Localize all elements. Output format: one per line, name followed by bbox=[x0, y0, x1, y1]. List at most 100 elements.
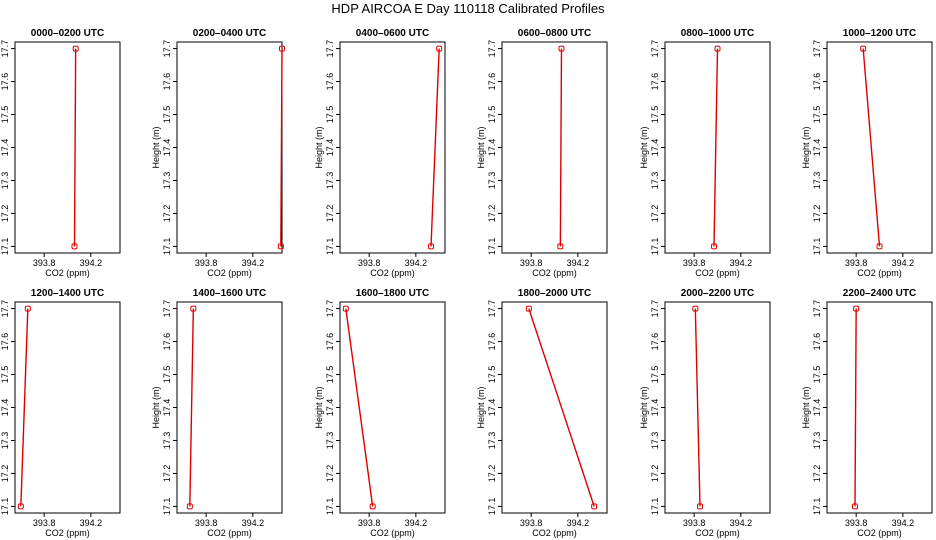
y-tick-label: 17.3 bbox=[162, 432, 172, 450]
profile-line bbox=[189, 308, 195, 507]
y-tick-label: 17.5 bbox=[162, 106, 172, 124]
profile-panel: 1400–1600 UTC 17.1 17.2 17.3 17.4 17.5 17.6 17.… bbox=[151, 288, 283, 538]
y-tick-label: 17.1 bbox=[325, 498, 335, 516]
x-tick-label: 394.2 bbox=[405, 518, 428, 528]
data-point bbox=[279, 45, 285, 52]
x-axis-label: CO2 (ppm) bbox=[370, 528, 415, 538]
x-tick-label: 394.2 bbox=[730, 258, 753, 268]
data-point bbox=[342, 305, 349, 312]
y-tick-label: 17.6 bbox=[162, 333, 172, 351]
y-tick-label: 17.5 bbox=[487, 366, 497, 384]
profile-panel: 2000–2200 UTC 17.1 17.2 17.3 17.4 17.5 17.6 17.… bbox=[639, 288, 771, 538]
profile-panel: 0000–0200 UTC 17.1 17.2 17.3 17.4 17.5 17.6 17.… bbox=[0, 28, 121, 278]
x-tick-label: 394.2 bbox=[730, 518, 753, 528]
y-axis-label: Height (m) bbox=[801, 386, 811, 428]
panel-title: 2200–2400 UTC bbox=[843, 288, 916, 299]
y-tick-label: 17.2 bbox=[487, 205, 497, 223]
panel-title: 1400–1600 UTC bbox=[193, 288, 266, 299]
x-axis-label: CO2 (ppm) bbox=[857, 528, 902, 538]
y-tick-label: 17.2 bbox=[325, 465, 335, 483]
y-tick-label: 17.7 bbox=[325, 300, 335, 318]
x-axis-label: CO2 (ppm) bbox=[45, 528, 90, 538]
y-tick-label: 17.2 bbox=[162, 465, 172, 483]
y-tick-label: 17.6 bbox=[650, 333, 660, 351]
y-tick-label: 17.3 bbox=[325, 172, 335, 190]
y-axis-label: Height (m) bbox=[639, 386, 649, 428]
data-point bbox=[558, 45, 565, 52]
y-tick-label: 17.5 bbox=[650, 366, 660, 384]
data-point bbox=[72, 45, 79, 52]
x-tick-label: 394.2 bbox=[567, 518, 590, 528]
y-tick-label: 17.1 bbox=[325, 238, 335, 256]
plot-frame bbox=[339, 41, 446, 254]
y-tick-label: 17.5 bbox=[812, 366, 822, 384]
profile-line bbox=[854, 308, 857, 507]
y-tick-label: 17.7 bbox=[812, 40, 822, 58]
panel-title: 0600–0800 UTC bbox=[518, 28, 591, 39]
plot-frame bbox=[826, 41, 933, 254]
y-tick-label: 17.6 bbox=[0, 333, 10, 351]
plot-frame bbox=[664, 301, 771, 514]
plot-frame bbox=[339, 301, 446, 514]
profile-panel: 1600–1800 UTC 17.1 17.2 17.3 17.4 17.5 17.6 17.… bbox=[314, 288, 446, 538]
x-tick-label: 393.8 bbox=[195, 258, 218, 268]
y-tick-label: 17.6 bbox=[162, 73, 172, 91]
x-tick-label: 393.8 bbox=[845, 258, 868, 268]
profile-line bbox=[713, 48, 719, 247]
profile-panel: 1200–1400 UTC 17.1 17.2 17.3 17.4 17.5 17.6 17.… bbox=[0, 288, 121, 538]
y-tick-label: 17.6 bbox=[325, 333, 335, 351]
profile-line bbox=[280, 48, 283, 247]
y-tick-label: 17.4 bbox=[812, 399, 822, 417]
y-tick-label: 17.3 bbox=[812, 432, 822, 450]
y-axis-label: Height (m) bbox=[151, 126, 161, 168]
data-point bbox=[860, 45, 867, 52]
y-tick-label: 17.7 bbox=[650, 300, 660, 318]
y-tick-label: 17.4 bbox=[162, 399, 172, 417]
y-tick-label: 17.1 bbox=[487, 498, 497, 516]
panel-title: 1800–2000 UTC bbox=[518, 288, 591, 299]
y-tick-label: 17.4 bbox=[0, 139, 10, 157]
y-tick-label: 17.3 bbox=[0, 432, 10, 450]
data-point bbox=[24, 305, 31, 312]
y-tick-label: 17.6 bbox=[812, 333, 822, 351]
y-tick-label: 17.2 bbox=[0, 205, 10, 223]
y-tick-label: 17.1 bbox=[0, 498, 10, 516]
data-point bbox=[852, 503, 858, 510]
panel-title: 1600–1800 UTC bbox=[356, 288, 429, 299]
data-point bbox=[17, 503, 24, 510]
y-tick-label: 17.3 bbox=[812, 172, 822, 190]
data-point bbox=[525, 305, 532, 312]
y-tick-label: 17.7 bbox=[812, 300, 822, 318]
x-axis-label: CO2 (ppm) bbox=[207, 268, 252, 278]
y-tick-label: 17.2 bbox=[0, 465, 10, 483]
y-tick-label: 17.5 bbox=[487, 106, 497, 124]
panel-title: 1200–1400 UTC bbox=[31, 288, 104, 299]
data-point bbox=[853, 305, 860, 312]
y-tick-label: 17.7 bbox=[162, 40, 172, 58]
y-tick-label: 17.2 bbox=[812, 465, 822, 483]
profile-line bbox=[20, 308, 29, 507]
x-axis-label: CO2 (ppm) bbox=[532, 268, 577, 278]
x-tick-label: 393.8 bbox=[520, 258, 543, 268]
profile-panel: 0200–0400 UTC 17.1 17.2 17.3 17.4 17.5 17.6 17.… bbox=[151, 28, 285, 278]
y-tick-label: 17.3 bbox=[487, 172, 497, 190]
data-point bbox=[277, 243, 284, 250]
x-tick-label: 393.8 bbox=[33, 258, 56, 268]
y-tick-label: 17.3 bbox=[650, 432, 660, 450]
y-tick-label: 17.1 bbox=[0, 238, 10, 256]
y-tick-label: 17.5 bbox=[650, 106, 660, 124]
plot-frame bbox=[14, 301, 121, 514]
data-point bbox=[697, 503, 703, 510]
y-tick-label: 17.6 bbox=[0, 73, 10, 91]
y-tick-label: 17.7 bbox=[487, 300, 497, 318]
y-tick-label: 17.1 bbox=[812, 498, 822, 516]
y-tick-label: 17.3 bbox=[487, 432, 497, 450]
profile-line bbox=[73, 48, 77, 247]
y-tick-label: 17.4 bbox=[650, 399, 660, 417]
x-tick-label: 394.2 bbox=[892, 258, 915, 268]
y-tick-label: 17.1 bbox=[650, 238, 660, 256]
y-axis-label: Height (m) bbox=[639, 126, 649, 168]
x-axis-label: CO2 (ppm) bbox=[45, 268, 90, 278]
y-axis-label: Height (m) bbox=[151, 386, 161, 428]
